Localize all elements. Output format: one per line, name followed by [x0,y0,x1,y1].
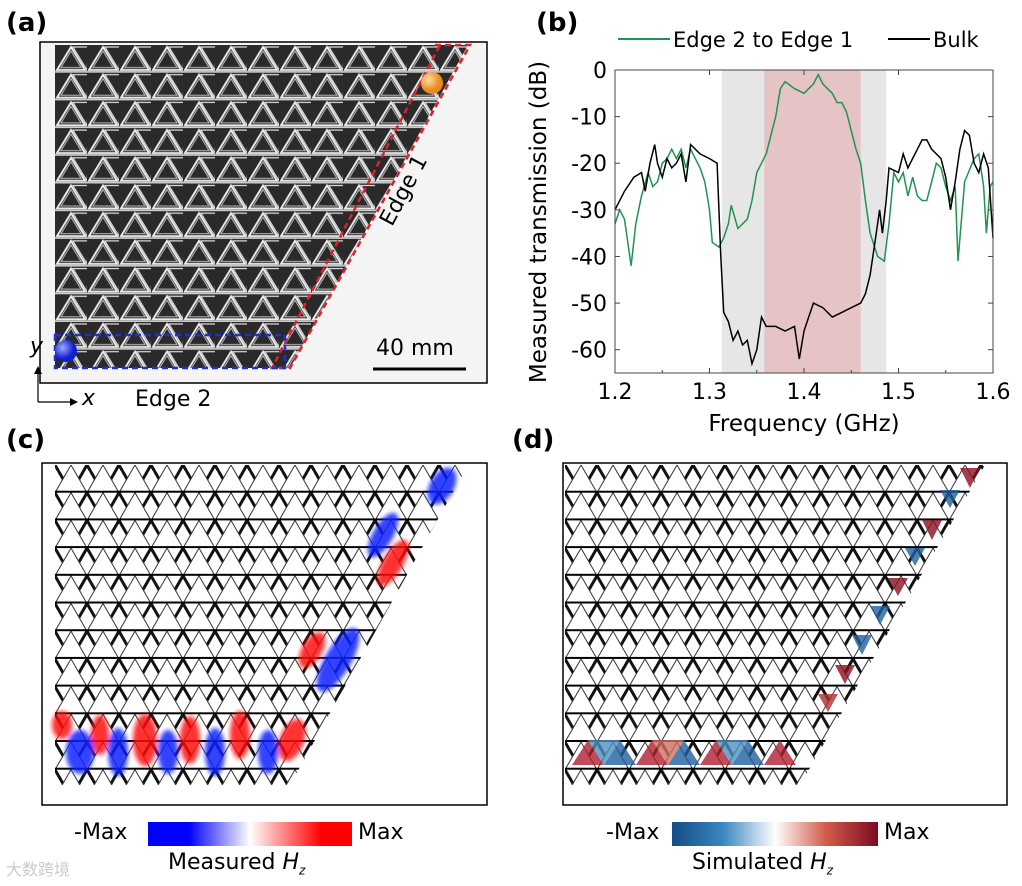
y-tick-label: -40 [571,245,607,270]
x-tick-label: 1.3 [692,380,727,405]
measured-caption: Measured Hz [168,850,305,877]
caption-subscript: z [299,863,306,878]
simulated-colorbar-max: Max [884,820,930,845]
simulated-colorbar-min: -Max [606,820,660,845]
series-line-edge [614,73,994,266]
simulated-colorbar [672,822,878,846]
sample-photo [34,41,488,406]
caption-subscript: z [826,863,834,878]
shaded-region-edge-band [764,70,861,373]
edge1-outline [269,43,473,370]
field-distribution [52,467,457,776]
x-axis-label: Frequency (GHz) [708,411,899,437]
y-tick-label: -10 [571,106,607,131]
panel-label-a: (a) [6,8,48,38]
caption-variable: H [282,850,300,875]
axis-y-arrowhead [34,366,42,374]
probe-marker [55,340,77,362]
panel-label-c: (c) [6,425,46,455]
measured-colorbar [148,822,352,846]
measured-colorbar-min: -Max [74,820,128,845]
measured-field-map [41,462,488,846]
legend-label-bulk: Bulk [933,28,980,52]
y-axis-label: Measured transmission (dB) [526,61,552,383]
measured-colorbar-max: Max [358,820,404,845]
caption-text: Measured [168,850,283,875]
x-tick-label: 1.5 [881,380,916,405]
panel-label-b: (b) [536,8,579,38]
y-tick-label: 0 [593,59,607,84]
legend-label-edge: Edge 2 to Edge 1 [673,28,853,52]
simulated-caption: Simulated Hz [692,850,833,877]
y-tick-label: -60 [571,339,607,364]
y-tick-label: -30 [571,199,607,224]
x-tick-label: 1.4 [787,380,822,405]
axis-x-arrowhead [70,398,78,406]
x-tick-label: 1.6 [976,380,1011,405]
y-tick-label: -20 [571,152,607,177]
axis-x-label: x [82,386,96,411]
caption-text: Simulated [692,850,811,875]
field-distribution [572,468,980,765]
source-marker [421,72,443,94]
lattice [55,465,468,785]
transmission-chart: 1.2 1.3 1.4 1.5 1.6 0 -10 -20 -30 -40 -50 -60 Edge … [526,28,1011,437]
simulated-field-map [562,462,1008,846]
scale-bar-label: 40 mm [376,336,454,361]
x-tick-label: 1.2 [598,380,633,405]
watermark: 大数跨境 [6,860,71,879]
lattice [55,45,468,368]
axis-y-label: y [30,334,44,359]
lattice [565,465,985,785]
edge2-outline [53,333,287,370]
y-tick-label: -50 [571,292,607,317]
panel-label-d: (d) [512,425,555,455]
edge2-label: Edge 2 [135,387,212,412]
caption-variable: H [810,850,827,875]
series-line-bulk [614,129,994,367]
